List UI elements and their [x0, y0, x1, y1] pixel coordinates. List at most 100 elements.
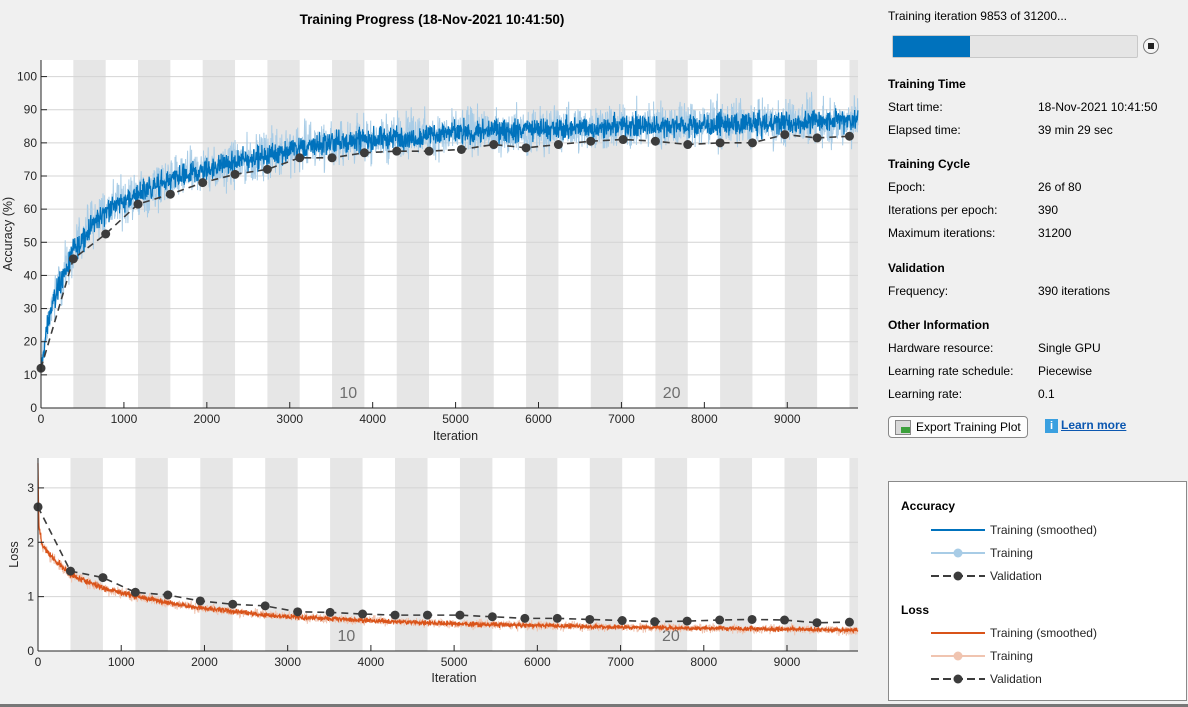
validation-point — [230, 169, 240, 179]
validation-point — [68, 254, 78, 264]
epoch-label: 20 — [663, 385, 681, 402]
legend-label: Training (smoothed) — [990, 523, 1097, 537]
validation-point — [844, 617, 854, 627]
legend: Accuracy Training (smoothed) Training Va… — [888, 481, 1187, 701]
export-button-label: Export Training Plot — [916, 420, 1021, 434]
epoch-band — [784, 458, 817, 651]
epoch-label: 20 — [662, 628, 680, 645]
legend-item-accuracy-training-smoothed: Training (smoothed) — [931, 523, 1171, 537]
dashed-marker-line-icon — [931, 571, 985, 581]
stop-button[interactable] — [1143, 38, 1159, 54]
learn-more-link[interactable]: Learn more — [1061, 418, 1127, 432]
row-epoch: Epoch: 26 of 80 — [888, 180, 1188, 194]
validation-point — [358, 609, 368, 619]
x-tick-label: 3000 — [276, 412, 303, 426]
validation-point — [715, 615, 725, 625]
validation-line — [40, 133, 850, 369]
progress-bar — [892, 35, 1138, 58]
row-value: Piecewise — [1038, 364, 1093, 378]
row-hardware-resource: Hardware resource: Single GPU — [888, 341, 1188, 355]
section-training-time: Training Time — [888, 77, 966, 91]
validation-point — [65, 566, 75, 576]
validation-point — [553, 140, 563, 150]
x-axis-label: Iteration — [433, 429, 478, 443]
x-tick-label: 1000 — [111, 412, 138, 426]
validation-point — [98, 573, 108, 583]
validation-point — [780, 615, 790, 625]
epoch-band — [849, 60, 858, 408]
x-tick-label: 2000 — [193, 412, 220, 426]
epoch-band — [395, 458, 428, 651]
x-tick-label: 7000 — [608, 412, 635, 426]
row-label: Start time: — [888, 100, 943, 114]
validation-point — [456, 144, 466, 154]
validation-point — [552, 613, 562, 623]
x-tick-label: 8000 — [690, 655, 717, 669]
marker-line-icon — [931, 651, 985, 661]
info-icon: i — [1045, 419, 1058, 433]
row-value: 390 — [1038, 203, 1059, 217]
legend-item-accuracy-validation: Validation — [931, 569, 1171, 583]
validation-point — [812, 133, 822, 143]
x-tick-label: 4000 — [359, 412, 386, 426]
row-label: Learning rate schedule: — [888, 364, 1014, 378]
epoch-band — [459, 458, 493, 651]
x-tick-label: 9000 — [774, 655, 801, 669]
legend-item-loss-validation: Validation — [931, 672, 1171, 686]
legend-label: Training — [990, 546, 1033, 560]
epoch-band — [202, 60, 236, 408]
validation-point — [325, 607, 335, 617]
row-elapsed-time: Elapsed time: 39 min 29 sec — [888, 123, 1188, 137]
x-tick-label: 3000 — [274, 655, 301, 669]
x-tick-label: 4000 — [358, 655, 385, 669]
validation-point — [747, 614, 757, 624]
loss-plot: 10 200 1000 2000 3000 4000 5000 6000 7000 8000 900… — [7, 458, 859, 685]
validation-point — [424, 146, 434, 156]
row-label: Elapsed time: — [888, 123, 961, 137]
export-training-plot-button[interactable]: Export Training Plot — [888, 416, 1028, 438]
validation-point — [780, 130, 790, 140]
y-tick-label: 60 — [24, 202, 38, 216]
validation-point — [521, 143, 531, 153]
validation-point — [586, 136, 596, 146]
x-tick-label: 0 — [35, 655, 42, 669]
section-training-cycle: Training Cycle — [888, 157, 971, 171]
legend-label: Validation — [990, 569, 1042, 583]
validation-line — [37, 506, 850, 624]
y-tick-label: 0 — [30, 401, 37, 415]
x-tick-label: 1000 — [108, 655, 135, 669]
validation-point — [260, 601, 270, 611]
validation-point — [422, 610, 432, 620]
y-tick-label: 10 — [24, 368, 38, 382]
validation-point — [165, 189, 175, 199]
validation-point — [489, 140, 499, 150]
epoch-band — [332, 60, 365, 408]
x-tick-label: 6000 — [524, 655, 551, 669]
y-axis-label: Accuracy (%) — [1, 197, 15, 271]
row-label: Hardware resource: — [888, 341, 994, 355]
solid-line-icon — [931, 529, 985, 531]
row-label: Frequency: — [888, 284, 949, 298]
validation-point — [133, 199, 143, 209]
bottom-border — [0, 704, 1188, 707]
dashed-marker-line-icon — [931, 674, 985, 684]
y-tick-label: 3 — [27, 481, 34, 495]
epoch-band — [589, 458, 623, 651]
validation-point — [262, 164, 272, 174]
validation-point — [195, 596, 205, 606]
validation-point — [293, 607, 303, 617]
validation-point — [747, 138, 757, 148]
y-tick-label: 2 — [27, 535, 34, 549]
validation-point — [812, 618, 822, 628]
status-text: Training iteration 9853 of 31200... — [888, 9, 1068, 23]
row-value: 18-Nov-2021 10:41:50 — [1038, 100, 1158, 114]
legend-item-accuracy-training: Training — [931, 546, 1171, 560]
y-tick-label: 20 — [24, 335, 38, 349]
x-tick-label: 8000 — [691, 412, 718, 426]
learn-more: i Learn more — [1045, 418, 1126, 433]
epoch-band — [719, 458, 753, 651]
validation-point — [295, 153, 305, 163]
epoch-band — [396, 60, 430, 408]
y-tick-label: 90 — [24, 103, 38, 117]
y-tick-label: 70 — [24, 169, 38, 183]
